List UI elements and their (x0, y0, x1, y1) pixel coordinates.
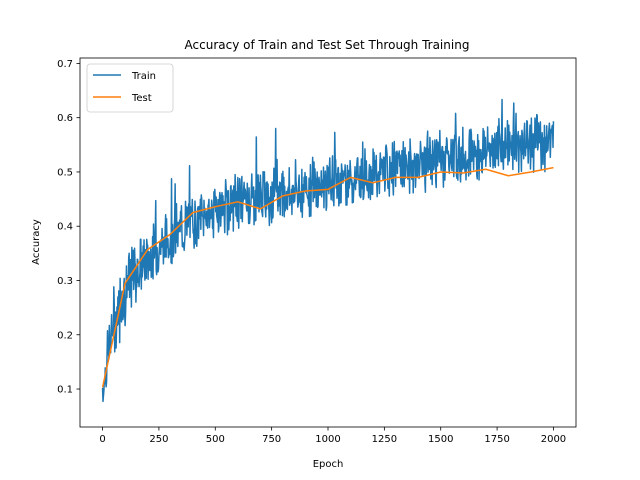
series-train-line (101, 98, 555, 403)
y-tick-label: 0.7 (57, 59, 73, 70)
y-tick-label: 0.5 (57, 167, 73, 178)
x-tick-label: 1750 (484, 434, 509, 445)
x-tick-label: 1000 (315, 434, 340, 445)
y-tick-label: 0.2 (57, 330, 73, 341)
y-axis: 0.1 0.2 0.3 0.4 0.5 0.6 0.7 (57, 59, 80, 396)
y-tick-label: 0.4 (57, 222, 73, 233)
x-tick-label: 2000 (541, 434, 566, 445)
x-tick-label: 250 (149, 434, 168, 445)
x-tick-label: 750 (262, 434, 281, 445)
x-tick-label: 0 (99, 434, 105, 445)
x-tick-label: 1250 (372, 434, 397, 445)
legend-label-train: Train (131, 71, 156, 82)
x-axis-label: Epoch (313, 459, 344, 470)
y-tick-label: 0.6 (57, 113, 73, 124)
y-tick-label: 0.3 (57, 276, 73, 287)
x-tick-label: 1500 (428, 434, 453, 445)
y-axis-label: Accuracy (31, 219, 42, 265)
legend: Train Test (86, 63, 174, 113)
y-tick-label: 0.1 (57, 385, 73, 396)
legend-box (86, 63, 174, 113)
legend-label-test: Test (131, 93, 152, 104)
x-tick-label: 500 (206, 434, 225, 445)
x-axis: 0 250 500 750 1000 1250 1500 1750 2000 (99, 427, 566, 445)
chart-title: Accuracy of Train and Test Set Through T… (185, 38, 470, 52)
plot-area (101, 98, 555, 403)
